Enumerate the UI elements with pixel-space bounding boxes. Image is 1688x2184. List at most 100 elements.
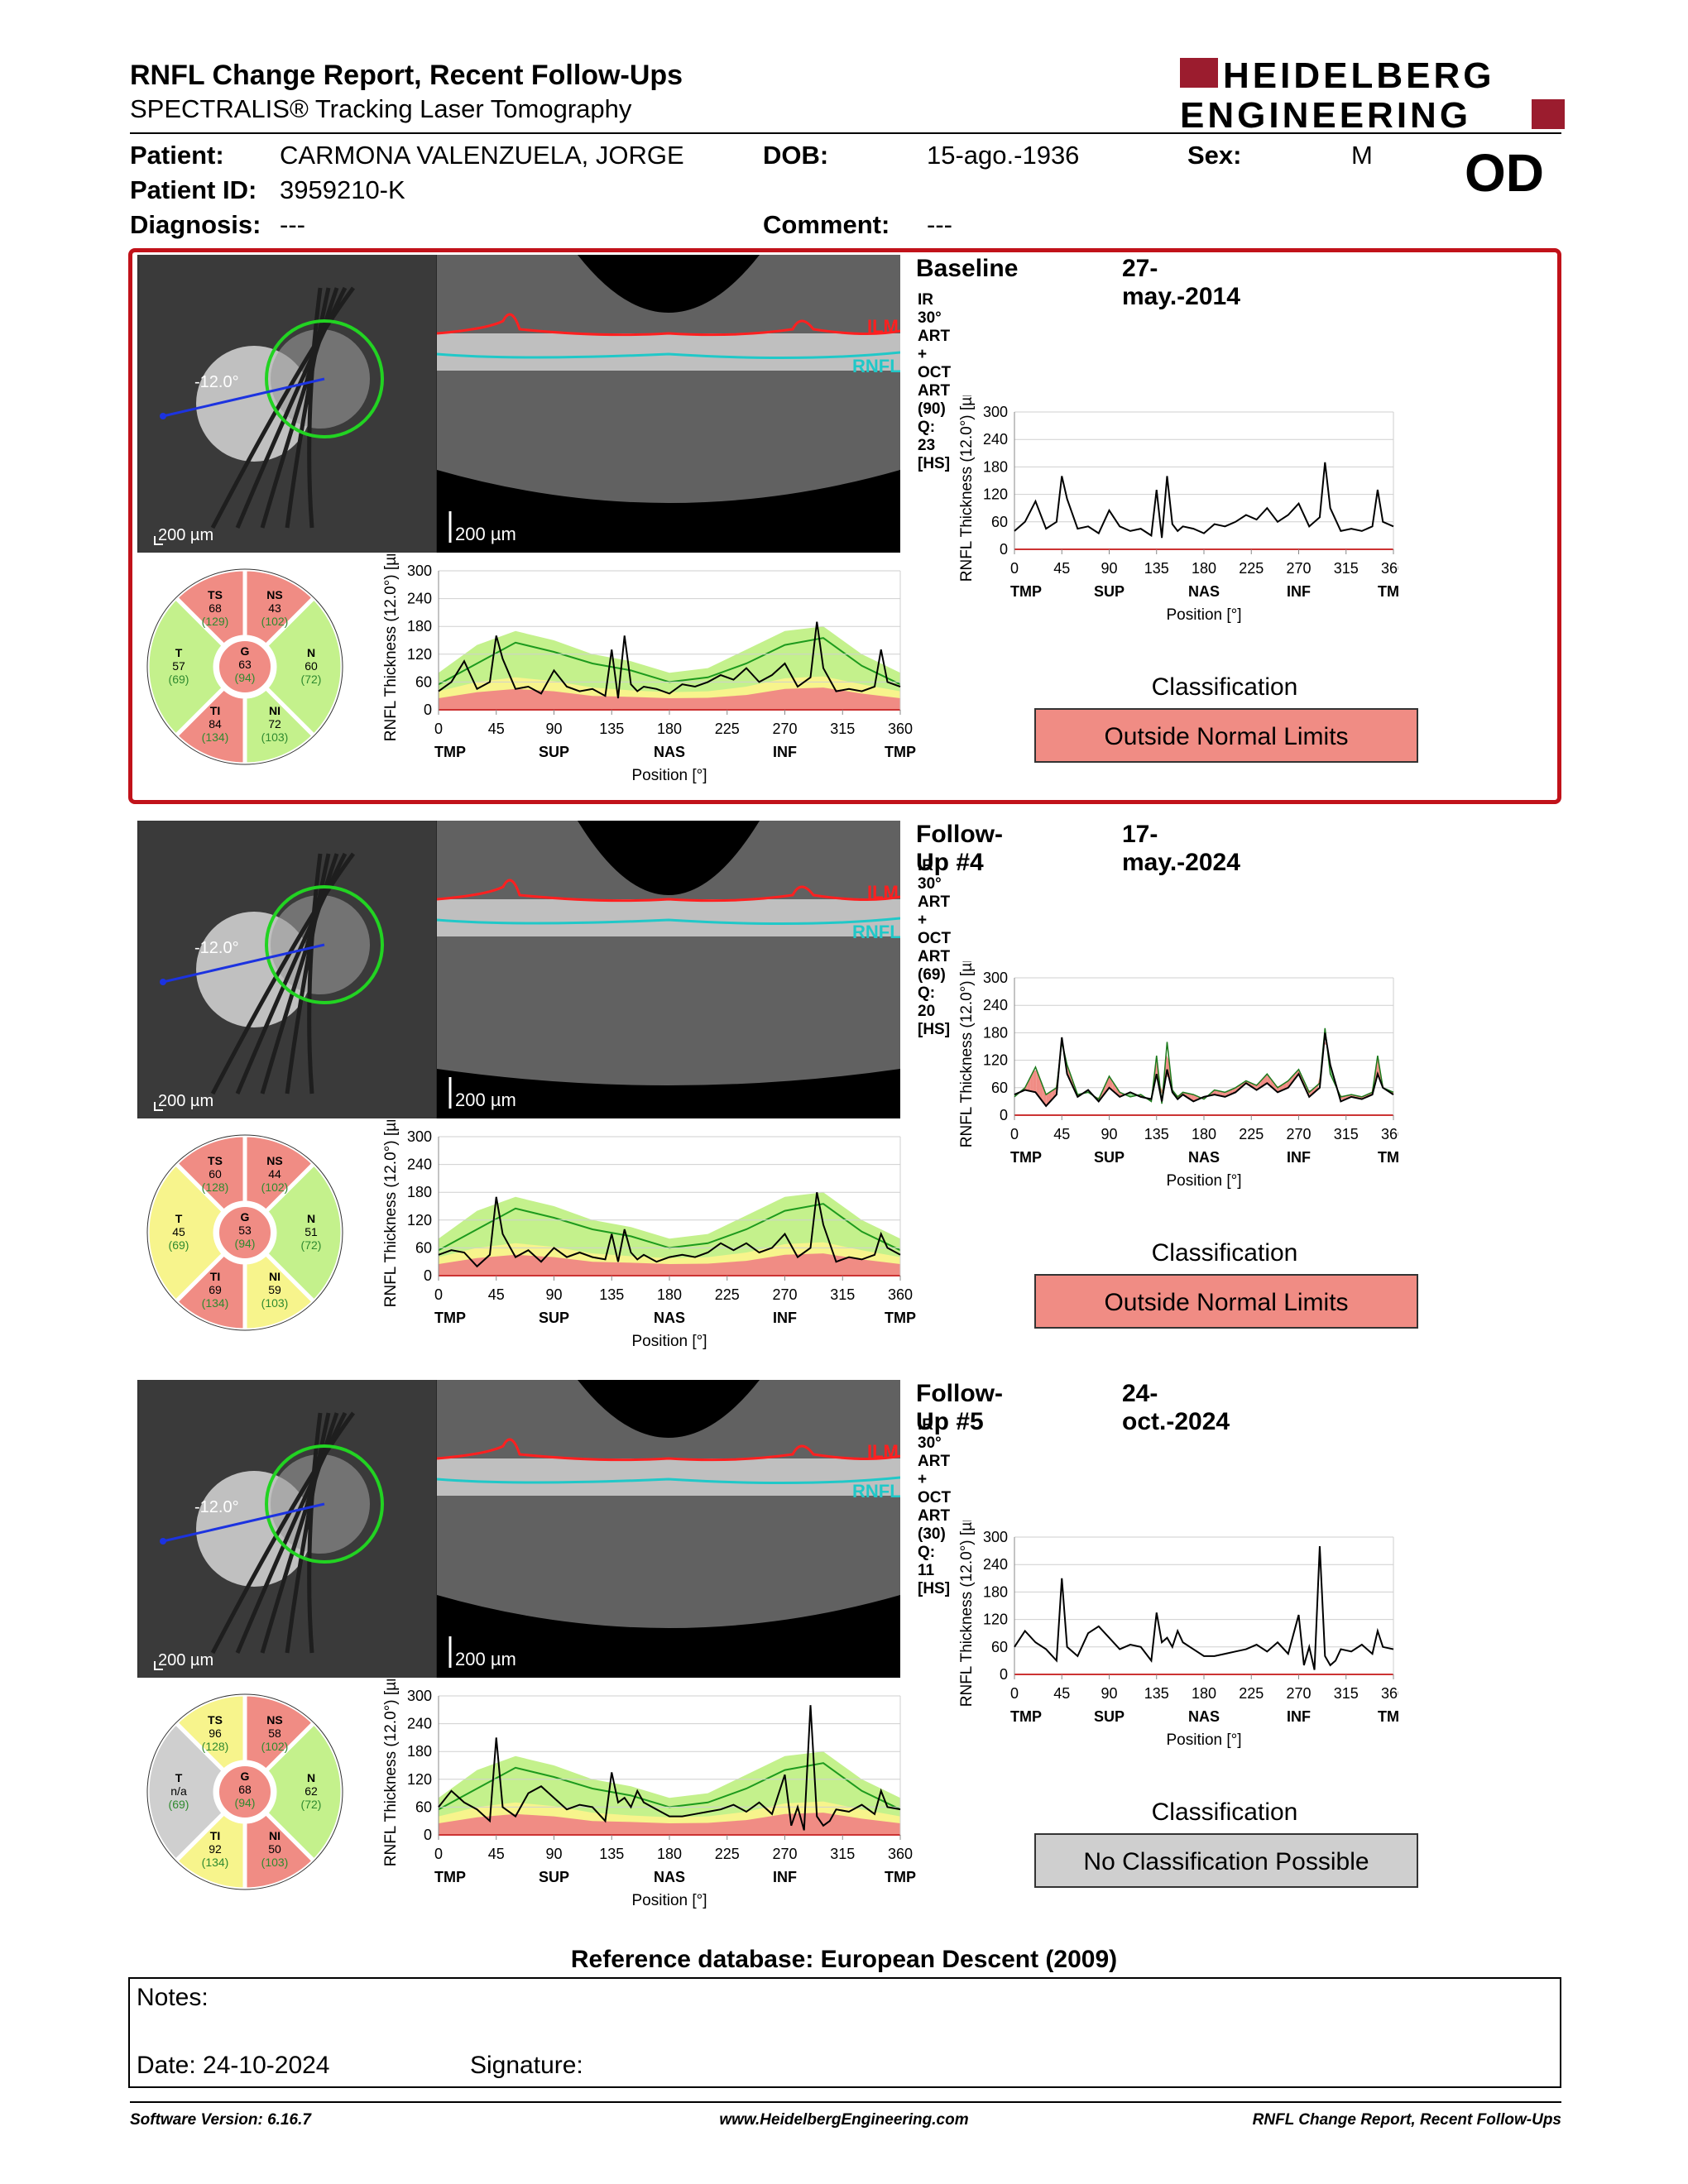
angle-label: -12.0° (194, 373, 239, 391)
region-label: NAS (1188, 583, 1220, 600)
x-tick-label: 225 (1239, 560, 1264, 577)
sector-normal: (69) (169, 1238, 189, 1252)
thickness-line (1014, 1032, 1394, 1108)
sector-label: NI (269, 704, 281, 717)
footer-rule (130, 2101, 1561, 2103)
report-title: RNFL Change Report, Recent Follow-Ups (130, 60, 683, 91)
sector-normal: (128) (202, 1181, 229, 1194)
region-label: NAS (1188, 1149, 1220, 1166)
sector-value: 50 (268, 1842, 281, 1856)
region-label: TMP (1378, 583, 1398, 600)
fundus-svg: -12.0° 200 µm (138, 255, 436, 553)
sector-label: NS (266, 1154, 282, 1167)
sector-g (216, 1204, 274, 1262)
rnfl-line (437, 1476, 900, 1485)
sector-normal: (103) (261, 730, 289, 744)
ilm-line (437, 313, 900, 337)
rnfl-line (437, 351, 900, 360)
scan-circle (265, 885, 384, 1004)
sector-normal: (72) (301, 1798, 322, 1811)
reference-database: Reference database: European Descent (20… (570, 1946, 1118, 1973)
change-area (1222, 1091, 1226, 1097)
y-tick-label: 60 (415, 1239, 432, 1256)
x-tick-label: 180 (1192, 560, 1216, 577)
scan-title: Baseline (916, 255, 1019, 282)
outside_upper-band (439, 687, 900, 710)
region-label: SUP (1094, 1708, 1125, 1725)
scan-circle (265, 319, 384, 438)
sector-value: 62 (305, 1784, 318, 1798)
sector-label: TI (210, 1270, 220, 1283)
y-tick-label: 60 (991, 1080, 1008, 1096)
x-tick-label: 270 (1286, 1685, 1311, 1702)
sector-normal: (134) (202, 1296, 229, 1310)
sector-g (216, 1763, 274, 1821)
classification-box: No Classification Possible (1034, 1833, 1418, 1888)
sector-label: T (175, 1771, 183, 1784)
change-area (1039, 1078, 1043, 1102)
y-tick-label: 180 (407, 618, 432, 635)
change-area (1109, 1075, 1113, 1091)
sector-value: 92 (209, 1842, 222, 1856)
scan-title: Follow-Up #5 (916, 1380, 1003, 1435)
y-tick-label: 180 (983, 1024, 1008, 1041)
sector-value: 43 (268, 601, 281, 615)
region-label: INF (773, 1869, 797, 1885)
x-tick-label: 0 (1010, 1685, 1019, 1702)
logo-text-2: ENGINEERING (1180, 95, 1471, 132)
pie-outline (146, 568, 343, 765)
x-tick-label: 45 (488, 1286, 505, 1303)
bscan-image: ILM RNFL 200 µm (437, 1380, 900, 1678)
x-tick-label: 180 (1192, 1126, 1216, 1142)
report-subtitle: SPECTRALIS® Tracking Laser Tomography (130, 94, 632, 123)
x-tick-label: 360 (888, 1286, 913, 1303)
logo-text-1: HEIDELBERG (1223, 56, 1494, 96)
patient-label: Patient: (130, 141, 224, 170)
x-tick-label: 315 (830, 1286, 855, 1303)
y-axis-label: RNFL Thickness (12.0°) [µm] (958, 395, 976, 582)
x-tick-label: 0 (1010, 1126, 1019, 1142)
region-label: TMP (885, 1310, 916, 1326)
fundus-scale: 200 µm (158, 526, 213, 544)
x-tick-label: 225 (715, 721, 740, 737)
region-label: TMP (1378, 1708, 1398, 1725)
x-axis-label: Position [°] (631, 767, 707, 784)
bscan-image: ILM RNFL 200 µm (437, 821, 900, 1118)
dob-label: DOB: (763, 141, 829, 170)
x-tick-label: 225 (715, 1286, 740, 1303)
angle-label: -12.0° (194, 939, 239, 957)
notes-box[interactable] (128, 1977, 1561, 2088)
bscan-scale: 200 µm (455, 1649, 516, 1669)
pie-outline (146, 1134, 343, 1331)
y-tick-label: 240 (983, 997, 1008, 1013)
baseline-line (1014, 1027, 1394, 1104)
sector-value: 72 (268, 717, 281, 730)
x-tick-label: 270 (772, 721, 797, 737)
classification-box: Outside Normal Limits (1034, 708, 1418, 763)
date-label: Date: 24-10-2024 (137, 2052, 330, 2079)
x-axis-label: Position [°] (1166, 606, 1241, 624)
rnfl-label: RNFL (852, 356, 900, 376)
classification-box: Outside Normal Limits (1034, 1274, 1418, 1329)
region-label: TMP (1010, 1708, 1042, 1725)
x-tick-label: 315 (830, 1846, 855, 1862)
sector-value: 44 (268, 1167, 281, 1181)
region-label: SUP (539, 1310, 569, 1326)
sector-normal: (69) (169, 673, 189, 686)
y-tick-label: 60 (991, 514, 1008, 530)
y-tick-label: 240 (983, 431, 1008, 448)
report-name: RNFL Change Report, Recent Follow-Ups (1252, 2111, 1561, 2129)
change-area (1311, 1087, 1315, 1095)
region-label: INF (1287, 583, 1311, 600)
fundus-svg: -12.0° 200 µm (138, 1380, 436, 1678)
pie-outline (146, 1693, 343, 1890)
x-tick-label: 90 (545, 1846, 562, 1862)
header-rule (130, 132, 1561, 134)
x-tick-label: 270 (772, 1286, 797, 1303)
region-label: TMP (885, 1869, 916, 1885)
sector-label: N (307, 1771, 315, 1784)
sector-normal: (129) (202, 615, 229, 628)
x-tick-label: 180 (657, 721, 682, 737)
x-tick-label: 135 (599, 1846, 624, 1862)
